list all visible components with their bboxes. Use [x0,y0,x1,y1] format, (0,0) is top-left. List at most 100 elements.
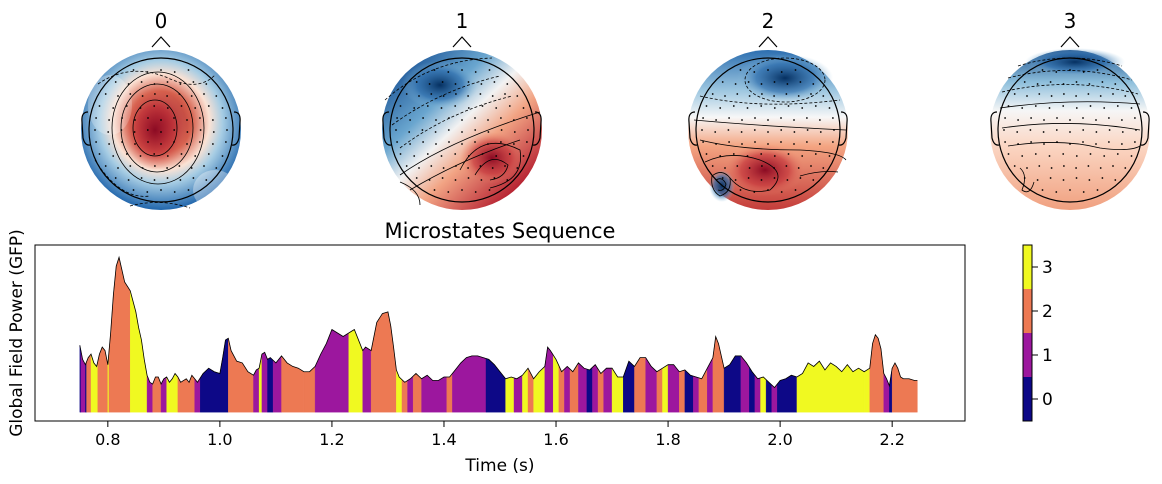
sensor-dot [739,189,742,191]
sensor-dot [719,107,722,109]
x-axis-ticks: 0.8 1.0 1.2 1.4 1.6 1.8 2.0 2.2 [95,421,905,449]
sensor-dot [487,131,490,133]
sensor-dot [173,71,176,73]
sensor-dot [441,81,444,83]
sensor-dot [732,105,735,107]
sensor-dot [1075,107,1078,109]
sensor-dot [146,191,149,193]
sensor-dot [474,191,477,193]
sensor-dot [474,141,476,143]
topomap-0-label: 0 [155,9,168,33]
sensor-dot [395,129,397,131]
sensor-dot [736,93,739,95]
sensor-dot [1095,119,1097,121]
sensor-dot [140,177,143,179]
sensor-dot [166,95,169,97]
sensor-dot [1038,93,1041,95]
sensor-dot [434,131,437,133]
sensor-dot [1114,83,1117,85]
sensor-dot [139,107,142,109]
segment-state-2 [370,311,397,413]
sensor-dot [806,141,808,143]
sensor-dot [1135,129,1137,131]
sensor-dot [132,189,135,191]
sensor-dot [747,81,750,83]
sensor-dot [154,165,156,167]
sensor-dot [121,141,123,143]
sensor-dot [748,167,751,169]
sensor-dot [832,117,834,119]
sensor-dot [1089,105,1092,107]
segment-state-1 [362,346,372,413]
x-tick-label: 0.8 [95,430,120,449]
sensor-dot [780,141,782,143]
sensor-dot [1116,153,1119,155]
sensor-dot [1103,155,1106,157]
sensor-dot [1041,69,1044,71]
chart-title: Microstates Sequence [385,219,616,243]
sensor-dot [1050,167,1053,169]
sensor-dot [767,131,769,133]
segment-state-2 [558,365,565,413]
sensor-dot [1062,105,1065,107]
sensor-dot [180,105,183,107]
sensor-dot [212,131,215,133]
topomap-2-sensors [701,69,835,193]
segment-state-1 [592,364,599,413]
sensor-dot [746,155,749,157]
sensor-dot [1016,131,1019,133]
sensor-dot [454,105,457,107]
x-tick-label: 1.2 [319,430,344,449]
sensor-dot [705,105,708,107]
sensor-dot [1038,165,1041,167]
sensor-dot [1134,141,1136,143]
sensor-dot [160,131,162,133]
segment-state-2 [446,372,453,413]
sensor-dot [1089,153,1092,155]
sensor-dot [1021,107,1024,109]
segment-state-3 [130,290,148,413]
sensor-dot [1087,93,1090,95]
sensor-dot [480,179,483,181]
sensor-dot [1099,167,1102,169]
sensor-dot [125,153,128,155]
sensor-dot [153,83,156,85]
sensor-dot [418,167,420,169]
sensor-dot [753,129,756,131]
sensor-dot [819,143,821,145]
sensor-dot [814,105,817,107]
sensor-dot [199,117,201,119]
sensor-dot [435,143,437,145]
sensor-dot [488,69,491,71]
colorbar-band-3 [1023,245,1032,289]
sensor-dot [154,93,156,95]
sensor-dot [1017,143,1019,145]
sensor-dot [192,81,195,83]
topomap-1-label: 1 [456,9,469,33]
sensor-dot [1034,105,1037,107]
sensor-dot [753,191,756,193]
segment-state-0 [723,355,742,413]
segment-state-1 [578,362,588,413]
sensor-dot [396,117,398,119]
sensor-dot [701,129,703,131]
sensor-dot [212,119,214,121]
sensor-dot [495,155,498,157]
sensor-dot [107,131,110,133]
sensor-dot [1023,177,1026,179]
sensor-dot [832,141,834,143]
colorbar-tick-label: 2 [1042,302,1053,322]
sensor-dot [801,155,804,157]
sensor-dot [112,155,115,157]
sensor-dot [448,141,450,143]
sensor-dot [516,95,519,97]
sensor-dot [405,93,408,95]
sensor-dot [127,179,130,181]
sensor-dot [433,189,436,191]
sensor-dot [160,143,162,145]
sensor-dot [199,129,202,131]
sensor-dot [786,83,789,85]
sensor-dot [173,141,175,143]
segment-state-2 [527,368,534,413]
